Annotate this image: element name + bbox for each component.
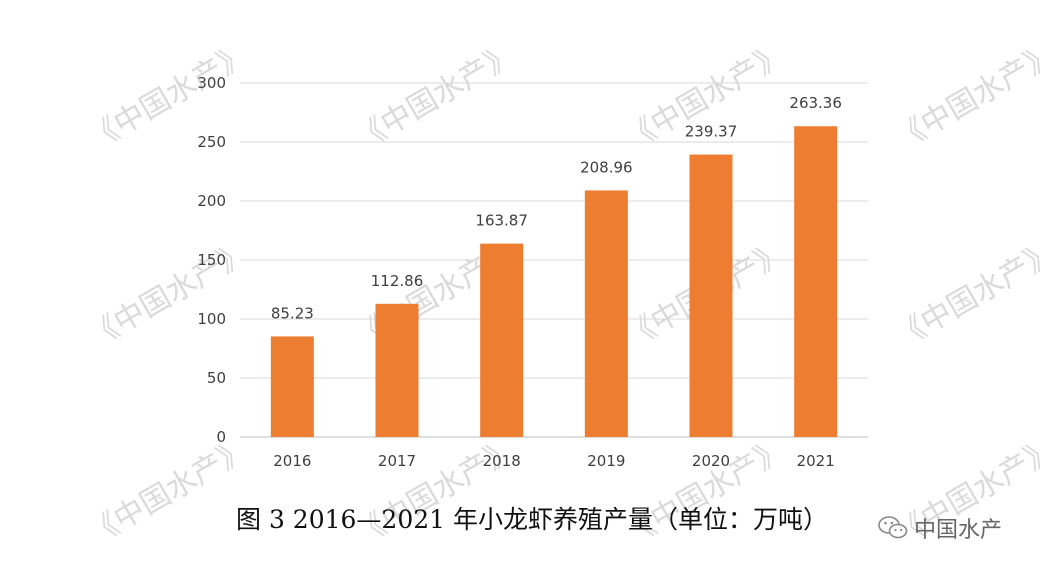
bar [794, 126, 838, 437]
logo-text: 中国水产 [914, 518, 1003, 543]
bar [689, 154, 733, 437]
x-tick-label: 2020 [692, 452, 730, 470]
y-tick-label: 100 [197, 310, 226, 328]
data-label: 112.86 [371, 272, 424, 290]
bar [375, 303, 419, 437]
bar [480, 243, 524, 437]
y-tick-label: 300 [197, 74, 226, 92]
source-logo: 中国水产 [878, 512, 1002, 544]
x-tick-label: 2017 [378, 452, 416, 470]
x-tick-label: 2016 [273, 452, 311, 470]
y-tick-label: 200 [197, 192, 226, 210]
y-tick-label: 250 [197, 133, 226, 151]
x-tick-label: 2019 [587, 452, 625, 470]
chart-caption: 图 3 2016—2021 年小龙虾养殖产量（单位：万吨） [236, 505, 828, 534]
data-label: 263.36 [789, 94, 842, 112]
bar [270, 336, 314, 437]
bar-chart: 0 50 100 150 200 250 300 85.23 2016 112.86 2017 163… [197, 74, 868, 470]
data-label: 85.23 [271, 304, 314, 322]
y-tick-label: 50 [207, 369, 226, 387]
bar [584, 190, 628, 437]
wechat-icon [878, 516, 908, 539]
data-label: 208.96 [580, 158, 633, 176]
data-label: 163.87 [475, 212, 528, 230]
x-tick-label: 2018 [483, 452, 521, 470]
data-label: 239.37 [685, 123, 738, 141]
x-tick-label: 2021 [797, 452, 835, 470]
y-tick-label: 0 [216, 428, 226, 446]
y-tick-label: 150 [197, 251, 226, 269]
